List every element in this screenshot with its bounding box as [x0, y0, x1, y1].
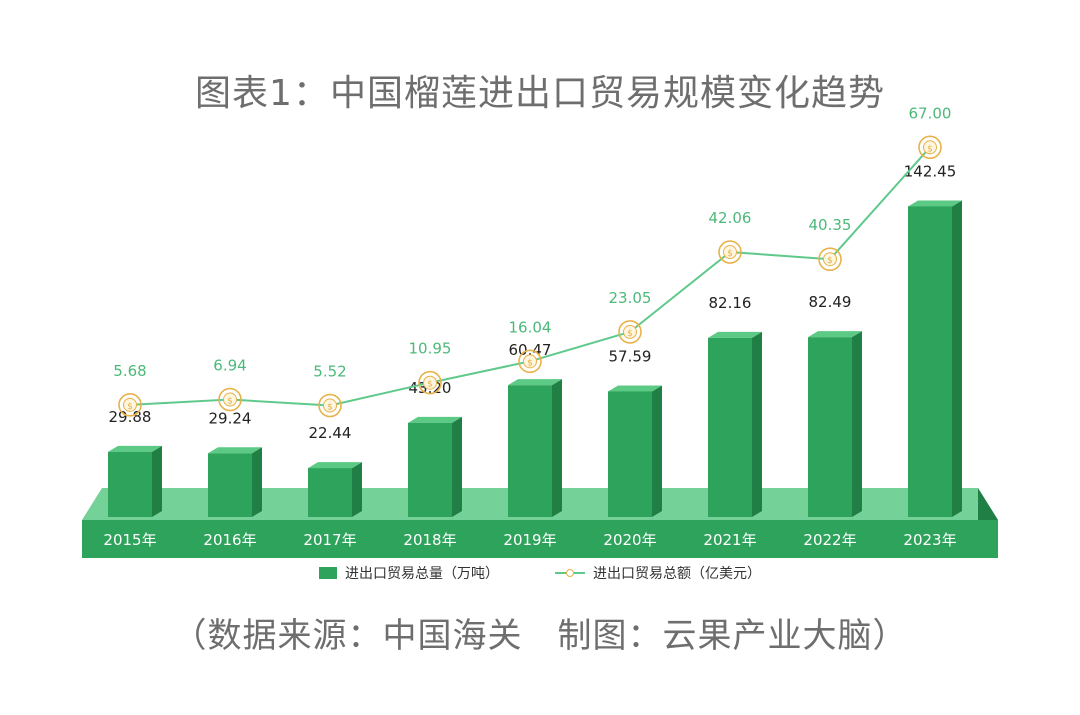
- line-marker: [423, 375, 437, 390]
- bar: [708, 337, 752, 517]
- line-marker-ring: [918, 135, 942, 160]
- line-marker-ring: [518, 349, 542, 374]
- x-tick-label: 2017年: [303, 531, 356, 549]
- line-marker-ring: [818, 247, 842, 272]
- bar-value-label: 142.45: [904, 162, 957, 180]
- line-value-label: 5.68: [113, 362, 146, 380]
- bar-value-label: 22.44: [309, 424, 352, 442]
- x-tick-label: 2020年: [603, 531, 656, 549]
- bar-side: [152, 445, 162, 517]
- line-marker: [323, 398, 337, 413]
- dollar-icon: $: [927, 144, 933, 154]
- chart-legend: 进出口贸易总量（万吨） 进出口贸易总额（亿美元）: [0, 563, 1080, 583]
- bar-side: [952, 200, 962, 518]
- legend-label-bar: 进出口贸易总量（万吨）: [345, 566, 499, 582]
- bar-side: [552, 379, 562, 517]
- line-marker: [223, 392, 237, 407]
- bar-top: [108, 445, 162, 452]
- dollar-icon: $: [527, 358, 533, 368]
- bar-side: [252, 447, 262, 517]
- bar-top: [408, 416, 462, 423]
- line-value-label: 10.95: [409, 340, 452, 358]
- dollar-icon: $: [727, 249, 733, 259]
- dollar-icon: $: [127, 402, 133, 412]
- x-tick-label: 2023年: [903, 531, 956, 549]
- x-tick-label: 2018年: [403, 531, 456, 549]
- bar-side: [652, 385, 662, 517]
- legend-item-line: 进出口贸易总额（亿美元）: [555, 563, 761, 583]
- line-marker-ring: [618, 320, 642, 344]
- line-value-label: 23.05: [609, 289, 652, 307]
- legend-line-swatch: [555, 567, 585, 579]
- line-marker-ring: [418, 370, 442, 395]
- bar: [908, 206, 952, 518]
- bar: [108, 451, 152, 517]
- line-marker-ring: [318, 393, 342, 418]
- bar-top: [508, 379, 562, 386]
- bar-value-label: 29.88: [109, 408, 152, 426]
- x-tick-label: 2016年: [203, 531, 256, 549]
- line-marker: [723, 245, 737, 260]
- legend-bar-swatch: [319, 567, 337, 579]
- chart-source-note: （数据来源：中国海关 制图：云果产业大脑）: [172, 616, 908, 656]
- bar-top: [208, 447, 262, 454]
- bar-top: [608, 385, 662, 392]
- bar: [208, 453, 252, 517]
- bar-top: [708, 331, 762, 338]
- line-value-label: 67.00: [909, 104, 952, 122]
- dollar-icon: $: [627, 329, 633, 339]
- bar-value-label: 29.24: [209, 409, 252, 427]
- line-value-label: 6.94: [213, 357, 246, 375]
- x-tick-label: 2022年: [803, 531, 856, 549]
- bar-top: [908, 200, 962, 207]
- dollar-icon: $: [827, 256, 833, 266]
- dollar-icon: $: [227, 397, 233, 407]
- dollar-icon: $: [427, 380, 433, 390]
- bar: [808, 337, 852, 517]
- bar-top: [308, 462, 362, 469]
- bar-side: [752, 331, 762, 517]
- line-value-label: 5.52: [313, 363, 346, 381]
- bar-value-label: 82.49: [809, 293, 852, 311]
- bar: [308, 468, 352, 517]
- line-marker: [123, 397, 137, 412]
- line-marker: [923, 140, 937, 155]
- line-marker: [623, 324, 637, 339]
- chart-plot: 29.8829.2422.4443.2060.4757.5982.1682.49…: [82, 104, 998, 558]
- legend-item-bar: 进出口贸易总量（万吨）: [319, 563, 499, 583]
- line-marker-ring: [118, 393, 142, 417]
- line-marker: [523, 354, 537, 369]
- bar-side: [352, 462, 362, 517]
- bar-side: [852, 331, 862, 517]
- bar-value-label: 82.16: [709, 294, 752, 312]
- line-value-label: 40.35: [809, 216, 852, 234]
- bar-value-label: 57.59: [609, 347, 652, 365]
- chart-title: 图表1：中国榴莲进出口贸易规模变化趋势: [195, 73, 885, 114]
- x-tick-label: 2021年: [703, 531, 756, 549]
- bar: [608, 391, 652, 517]
- line-value-label: 16.04: [509, 318, 552, 336]
- dollar-icon: $: [327, 403, 333, 413]
- line-marker-ring: [718, 240, 742, 264]
- legend-label-line: 进出口贸易总额（亿美元）: [593, 566, 761, 582]
- x-tick-label: 2015年: [103, 531, 156, 549]
- platform-front: [82, 520, 998, 558]
- bar-side: [452, 416, 462, 517]
- line-marker: [823, 252, 837, 267]
- line-value-label: 42.06: [709, 209, 752, 227]
- line-marker-ring: [218, 387, 242, 412]
- bar: [408, 422, 452, 517]
- bar-top: [808, 331, 862, 338]
- x-tick-label: 2019年: [503, 531, 556, 549]
- bar: [508, 385, 552, 517]
